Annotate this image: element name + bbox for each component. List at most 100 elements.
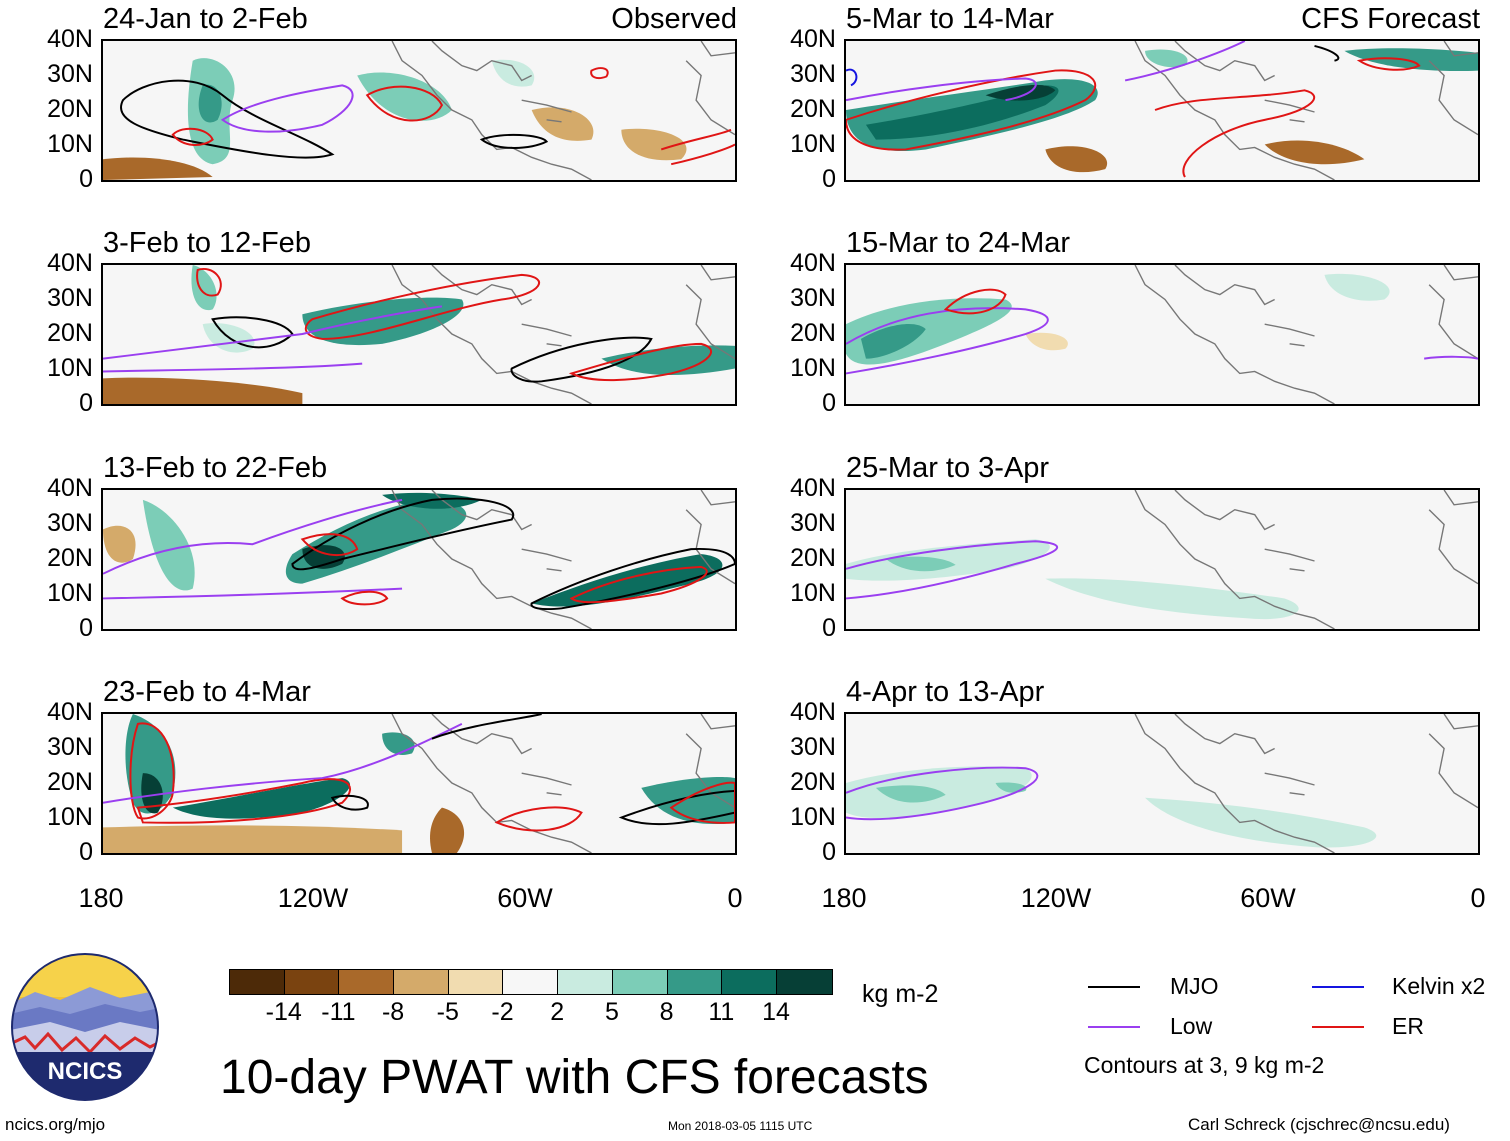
coastline [391, 714, 735, 853]
footer-author: Carl Schreck (cjschrec@ncsu.edu) [1188, 1115, 1450, 1134]
footer-url[interactable]: ncics.org/mjo [5, 1115, 106, 1134]
pwat-shading [285, 499, 467, 584]
pwat-shading [1145, 49, 1188, 68]
y-tick-label: 0 [79, 389, 93, 417]
pwat-anomaly-map [846, 490, 1478, 629]
y-tick-label: 40N [47, 25, 93, 53]
colorbar-swatch [558, 970, 613, 994]
wave-contour [103, 305, 443, 360]
wave-contour [304, 273, 541, 340]
colorbar-swatch [776, 970, 832, 994]
pwat-shading [103, 157, 213, 180]
wave-contour [1124, 41, 1246, 82]
y-tick-label: 30N [47, 60, 93, 88]
y-tick-label: 10N [47, 803, 93, 831]
wave-contour [494, 806, 583, 832]
y-tick-label: 10N [790, 130, 836, 158]
map-panel [101, 488, 737, 631]
footer-timestamp: Mon 2018-03-05 1115 UTC [668, 1119, 813, 1133]
y-tick-label: 40N [47, 698, 93, 726]
legend-er-line [1312, 1026, 1364, 1028]
wave-contour [136, 778, 351, 824]
legend-note: Contours at 3, 9 kg m-2 [1084, 1052, 1325, 1078]
pwat-anomaly-map [846, 41, 1478, 180]
colorbar [229, 969, 833, 995]
wave-contour [103, 587, 403, 600]
wave-contour [846, 77, 1037, 102]
pwat-shading [1344, 48, 1478, 72]
pwat-shading [875, 785, 946, 803]
wave-contour [846, 766, 1039, 821]
pwat-anomaly-map [846, 714, 1478, 853]
wave-contour [1154, 89, 1316, 178]
pwat-shading [172, 778, 351, 819]
colorbar-unit: kg m-2 [862, 980, 939, 1008]
x-tick-label: 180 [78, 883, 124, 913]
coastline [391, 265, 735, 404]
y-tick-label: 0 [79, 165, 93, 193]
pwat-shading [531, 107, 594, 141]
pwat-shading [885, 556, 956, 572]
colorbar-swatch [394, 970, 449, 994]
pwat-anomaly-map [103, 714, 735, 853]
y-tick-label: 0 [79, 838, 93, 866]
colorbar-swatch [448, 970, 504, 994]
wave-contour [530, 548, 735, 611]
colorbar-tick-label: 11 [708, 998, 735, 1026]
panel-title: 25-Mar to 3-Apr [846, 452, 1050, 484]
colorbar-swatch [284, 970, 340, 994]
wave-contour [479, 133, 549, 149]
y-tick-label: 30N [47, 733, 93, 761]
wave-contour [846, 69, 1097, 151]
pwat-shading [601, 345, 735, 375]
pwat-shading [103, 377, 303, 404]
map-panel [101, 263, 737, 406]
x-tick-label: 60W [497, 883, 553, 913]
y-tick-label: 10N [790, 354, 836, 382]
wave-contour [196, 267, 222, 297]
y-tick-label: 40N [790, 474, 836, 502]
pwat-shading [621, 128, 687, 161]
pwat-shading [641, 776, 735, 825]
legend-mjo-line [1088, 986, 1140, 988]
pwat-shading [382, 732, 415, 755]
legend-er-label: ER [1392, 1013, 1424, 1039]
y-tick-label: 20N [790, 95, 836, 123]
wave-contour [590, 67, 609, 80]
wave-contour [365, 85, 444, 122]
colorbar-swatch [667, 970, 723, 994]
pwat-shading [142, 499, 195, 591]
y-tick-label: 30N [790, 60, 836, 88]
panel-title: 4-Apr to 13-Apr [846, 676, 1045, 708]
pwat-shading [103, 525, 136, 563]
panel-title: 24-Jan to 2-Feb [103, 3, 308, 35]
panel-title: 23-Feb to 4-Mar [103, 676, 311, 708]
wave-contour [330, 794, 369, 811]
pwat-shading [531, 554, 723, 607]
pwat-shading [860, 323, 926, 359]
logo-text: NCICS [48, 1058, 123, 1085]
wave-contour [943, 288, 1007, 315]
y-tick-label: 20N [47, 544, 93, 572]
pwat-shading [430, 807, 465, 853]
wave-contour [129, 722, 175, 820]
panel-title: 3-Feb to 12-Feb [103, 227, 311, 259]
y-tick-label: 40N [47, 249, 93, 277]
colorbar-tick-label: -11 [321, 998, 356, 1026]
panel-source-label: Observed [611, 3, 737, 35]
y-tick-label: 30N [790, 509, 836, 537]
coastline [1134, 490, 1478, 629]
colorbar-tick-label: -14 [265, 998, 302, 1026]
colorbar-swatch [339, 970, 395, 994]
x-tick-label: 120W [1020, 883, 1092, 913]
y-tick-label: 20N [790, 319, 836, 347]
legend-kelvin-label: Kelvin x2 [1392, 973, 1486, 999]
y-tick-label: 30N [47, 284, 93, 312]
pwat-shading [103, 825, 403, 853]
pwat-shading [302, 545, 345, 569]
colorbar-swatch [722, 970, 777, 994]
pwat-shading [491, 59, 535, 87]
colorbar-tick-label: -5 [436, 998, 459, 1026]
x-tick-label: 120W [277, 883, 349, 913]
wave-contour [660, 128, 735, 166]
